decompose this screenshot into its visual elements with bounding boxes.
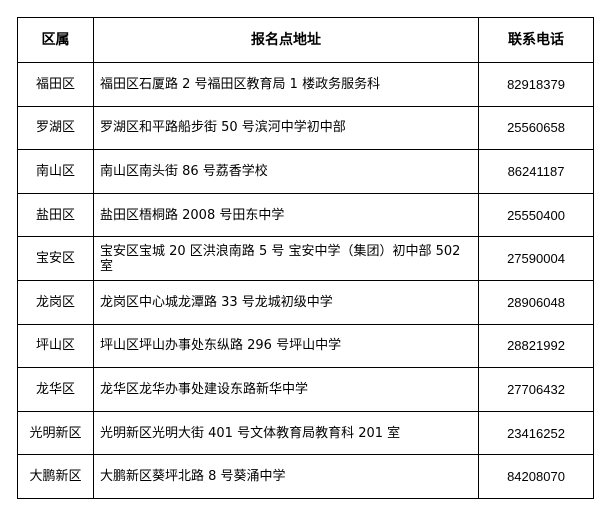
header-district: 区属	[17, 17, 94, 63]
registration-table: 区属 报名点地址 联系电话 福田区 福田区石厦路 2 号福田区教育局 1 楼政务服…	[17, 17, 594, 499]
table-row: 光明新区 光明新区光明大街 401 号文体教育局教育科 201 室 23416252	[17, 410, 594, 456]
cell-phone: 28821992	[478, 323, 594, 369]
cell-district: 盐田区	[17, 192, 94, 238]
cell-address: 宝安区宝城 20 区洪浪南路 5 号 宝安中学（集团）初中部 502 室	[93, 236, 479, 281]
cell-district: 大鹏新区	[17, 454, 94, 499]
cell-phone: 27590004	[478, 236, 594, 281]
cell-address: 南山区南头街 86 号荔香学校	[93, 149, 479, 194]
header-phone: 联系电话	[478, 17, 594, 63]
cell-district: 龙岗区	[17, 279, 94, 325]
cell-phone: 84208070	[478, 454, 594, 499]
table-row: 福田区 福田区石厦路 2 号福田区教育局 1 楼政务服务科 82918379	[17, 62, 594, 107]
cell-district: 坪山区	[17, 323, 94, 369]
cell-address: 罗湖区和平路船步街 50 号滨河中学初中部	[93, 105, 479, 151]
cell-district: 宝安区	[17, 236, 94, 281]
cell-district: 南山区	[17, 149, 94, 194]
cell-address: 光明新区光明大街 401 号文体教育局教育科 201 室	[93, 410, 479, 456]
table-row: 罗湖区 罗湖区和平路船步街 50 号滨河中学初中部 25560658	[17, 105, 594, 151]
table-row: 南山区 南山区南头街 86 号荔香学校 86241187	[17, 149, 594, 194]
table-row: 龙华区 龙华区龙华办事处建设东路新华中学 27706432	[17, 367, 594, 412]
cell-address: 龙华区龙华办事处建设东路新华中学	[93, 367, 479, 412]
table-row: 龙岗区 龙岗区中心城龙潭路 33 号龙城初级中学 28906048	[17, 279, 594, 325]
cell-address: 福田区石厦路 2 号福田区教育局 1 楼政务服务科	[93, 62, 479, 107]
cell-address: 坪山区坪山办事处东纵路 296 号坪山中学	[93, 323, 479, 369]
cell-district: 罗湖区	[17, 105, 94, 151]
cell-address: 龙岗区中心城龙潭路 33 号龙城初级中学	[93, 279, 479, 325]
table-row: 坪山区 坪山区坪山办事处东纵路 296 号坪山中学 28821992	[17, 323, 594, 369]
cell-phone: 23416252	[478, 410, 594, 456]
cell-phone: 25560658	[478, 105, 594, 151]
table-header-row: 区属 报名点地址 联系电话	[17, 17, 594, 63]
cell-address: 大鹏新区葵坪北路 8 号葵涌中学	[93, 454, 479, 499]
cell-phone: 86241187	[478, 149, 594, 194]
cell-phone: 27706432	[478, 367, 594, 412]
cell-district: 光明新区	[17, 410, 94, 456]
cell-district: 福田区	[17, 62, 94, 107]
cell-phone: 82918379	[478, 62, 594, 107]
table-row: 盐田区 盐田区梧桐路 2008 号田东中学 25550400	[17, 192, 594, 238]
cell-district: 龙华区	[17, 367, 94, 412]
table-row: 大鹏新区 大鹏新区葵坪北路 8 号葵涌中学 84208070	[17, 454, 594, 499]
cell-address: 盐田区梧桐路 2008 号田东中学	[93, 192, 479, 238]
cell-phone: 28906048	[478, 279, 594, 325]
cell-phone: 25550400	[478, 192, 594, 238]
header-address: 报名点地址	[93, 17, 479, 63]
